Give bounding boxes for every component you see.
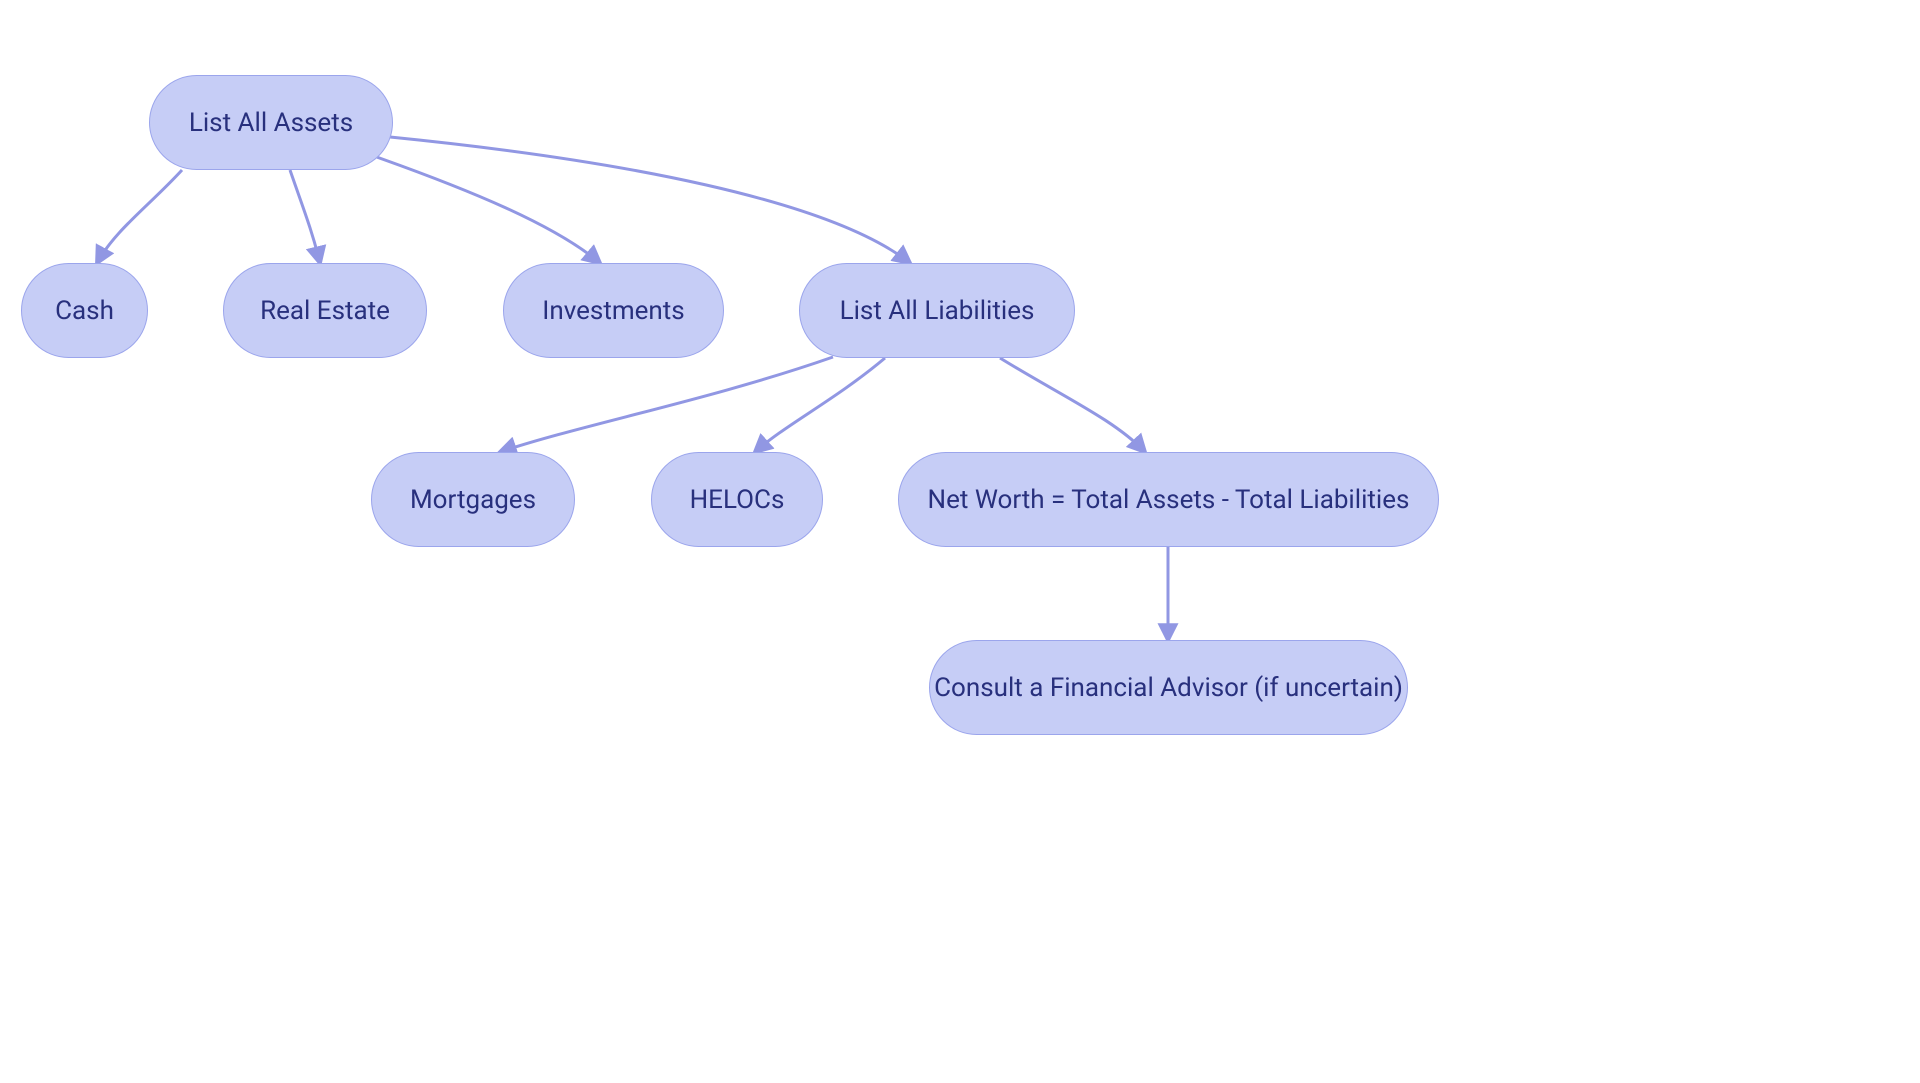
edge-assets-cash — [97, 170, 182, 263]
node-label: Mortgages — [410, 485, 536, 515]
node-liabilities: List All Liabilities — [799, 263, 1075, 358]
node-mortgages: Mortgages — [371, 452, 575, 547]
node-label: HELOCs — [690, 485, 785, 515]
flowchart-canvas: List All Assets Cash Real Estate Investment… — [0, 0, 1920, 1083]
node-label: Real Estate — [260, 296, 390, 326]
edge-liabilities-helocs — [755, 358, 885, 452]
node-helocs: HELOCs — [651, 452, 823, 547]
node-cash: Cash — [21, 263, 148, 358]
edge-liabilities-networth — [1000, 358, 1145, 452]
node-label: Investments — [542, 296, 684, 326]
node-assets: List All Assets — [149, 75, 393, 170]
node-label: Cash — [55, 296, 114, 326]
node-investments: Investments — [503, 263, 724, 358]
edge-assets-realestate — [290, 170, 320, 263]
edge-liabilities-mortgages — [500, 357, 833, 452]
node-label: Consult a Financial Advisor (if uncertai… — [934, 673, 1403, 703]
node-networth: Net Worth = Total Assets - Total Liabili… — [898, 452, 1439, 547]
node-advisor: Consult a Financial Advisor (if uncertai… — [929, 640, 1408, 735]
edge-assets-liabilities — [390, 137, 910, 263]
node-realestate: Real Estate — [223, 263, 427, 358]
node-label: Net Worth = Total Assets - Total Liabili… — [928, 485, 1410, 515]
node-label: List All Liabilities — [840, 296, 1035, 326]
edge-assets-investments — [371, 155, 600, 263]
node-label: List All Assets — [189, 108, 353, 138]
